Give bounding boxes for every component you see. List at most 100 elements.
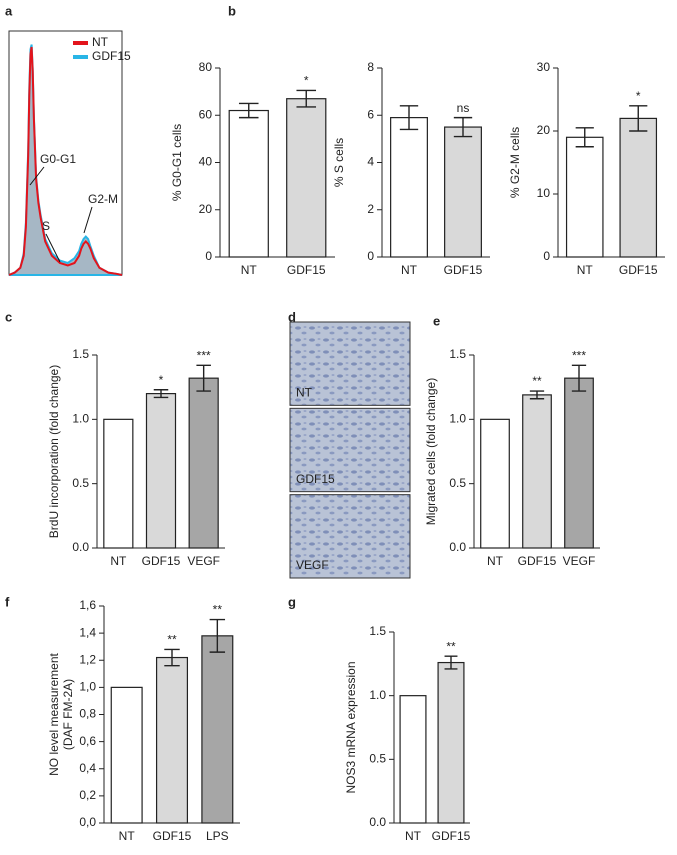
legend-label: GDF15 [92, 49, 131, 63]
y-tick-label: 0 [205, 249, 212, 263]
annotation: G2-M [88, 192, 118, 206]
y-tick-label: 1.5 [449, 347, 466, 361]
significance-label: ** [532, 374, 542, 388]
error-bar [399, 105, 419, 131]
error-bar [575, 127, 594, 148]
x-tick-label: GDF15 [287, 263, 326, 277]
bar [444, 126, 482, 258]
x-tick-label: GDF15 [142, 554, 181, 568]
y-axis-label-line: % S cells [332, 138, 346, 187]
x-tick-label: GDF15 [444, 263, 483, 277]
y-axis-label: NO level measurement(DAF FM-2A) [47, 652, 75, 775]
micrograph [289, 407, 411, 493]
y-tick-label: 8 [367, 60, 374, 74]
bar [564, 377, 594, 549]
significance-label: * [159, 373, 164, 387]
y-tick-label: 1,6 [79, 598, 96, 612]
y-tick-label: 10 [537, 186, 551, 200]
bar [390, 117, 428, 258]
y-tick-label: 0,4 [79, 761, 96, 775]
y-tick-label: 20 [537, 123, 551, 137]
bar [155, 656, 189, 824]
y-axis-label: NOS3 mRNA expression [344, 661, 358, 793]
y-tick-label: 0,0 [79, 815, 96, 829]
x-tick-label: NT [405, 829, 422, 843]
image-label: VEGF [296, 558, 329, 572]
y-tick-label: 0.0 [72, 540, 89, 554]
y-axis-label: Migrated cells (fold change) [424, 378, 438, 525]
legend-label: NT [92, 35, 109, 49]
panel-label: g [288, 594, 296, 609]
y-tick-label: 0 [543, 249, 550, 263]
x-tick-label: GDF15 [432, 829, 471, 843]
error-bar [296, 89, 317, 108]
y-tick-label: 0.0 [449, 540, 466, 554]
x-tick-label: NT [401, 263, 418, 277]
y-axis-label-line: Migrated cells (fold change) [424, 378, 438, 525]
bar [480, 418, 510, 549]
bar [145, 393, 177, 549]
error-bar [164, 648, 180, 667]
bar [619, 117, 658, 258]
y-tick-label: 40 [199, 155, 213, 169]
y-axis-label-line: (DAF FM-2A) [61, 679, 75, 750]
micrograph [289, 321, 411, 406]
y-tick-label: 60 [199, 107, 213, 121]
significance-label: ** [213, 603, 223, 617]
image-label: NT [296, 386, 313, 400]
y-tick-label: 2 [367, 202, 374, 216]
x-tick-label: NT [119, 829, 136, 843]
x-tick-label: NT [487, 554, 504, 568]
bar [565, 136, 604, 258]
x-tick-label: GDF15 [518, 554, 557, 568]
y-tick-label: 1,2 [79, 652, 96, 666]
bar [110, 686, 143, 824]
y-tick-label: 0,2 [79, 788, 96, 802]
significance-label: ** [167, 633, 177, 647]
x-tick-label: GDF15 [153, 829, 192, 843]
bar [188, 377, 219, 549]
bar [399, 695, 427, 824]
error-bar [453, 116, 473, 138]
error-bar [153, 389, 169, 399]
error-bar [529, 390, 545, 400]
y-axis-label-line: NOS3 mRNA expression [344, 661, 358, 793]
error-bar [444, 655, 458, 670]
y-tick-label: 6 [367, 107, 374, 121]
significance-label: ns [457, 101, 470, 115]
y-axis-label-line: BrdU incorporation (fold change) [47, 365, 61, 538]
significance-label: * [304, 74, 309, 88]
y-tick-label: 80 [199, 60, 213, 74]
panel-label: d [288, 309, 296, 324]
significance-label: * [636, 89, 641, 103]
y-tick-label: 20 [199, 202, 213, 216]
annotation: S [42, 219, 50, 233]
y-axis-label: BrdU incorporation (fold change) [47, 365, 61, 538]
x-tick-label: NT [577, 263, 594, 277]
bar [228, 109, 269, 258]
error-bar [209, 618, 226, 653]
annotation-line [83, 206, 93, 234]
error-bar [196, 364, 211, 392]
y-tick-label: 0.5 [449, 476, 466, 490]
y-tick-label: 1.5 [369, 624, 386, 638]
significance-label: *** [572, 348, 586, 362]
y-tick-label: 0.5 [369, 752, 386, 766]
significance-label: *** [197, 348, 211, 362]
y-tick-label: 1.5 [72, 347, 89, 361]
y-tick-label: 1.0 [369, 688, 386, 702]
annotation-line [29, 166, 45, 186]
x-tick-label: VEGF [563, 554, 596, 568]
x-tick-label: VEGF [187, 554, 220, 568]
panel-label: c [5, 309, 12, 324]
y-axis-label-line: % G0-G1 cells [170, 124, 184, 201]
bar [522, 394, 552, 549]
x-tick-label: GDF15 [619, 263, 658, 277]
y-axis-label: % S cells [332, 138, 346, 187]
significance-label: ** [446, 639, 456, 653]
error-bar [238, 102, 259, 119]
micrograph [289, 494, 411, 579]
y-tick-label: 4 [367, 155, 374, 169]
